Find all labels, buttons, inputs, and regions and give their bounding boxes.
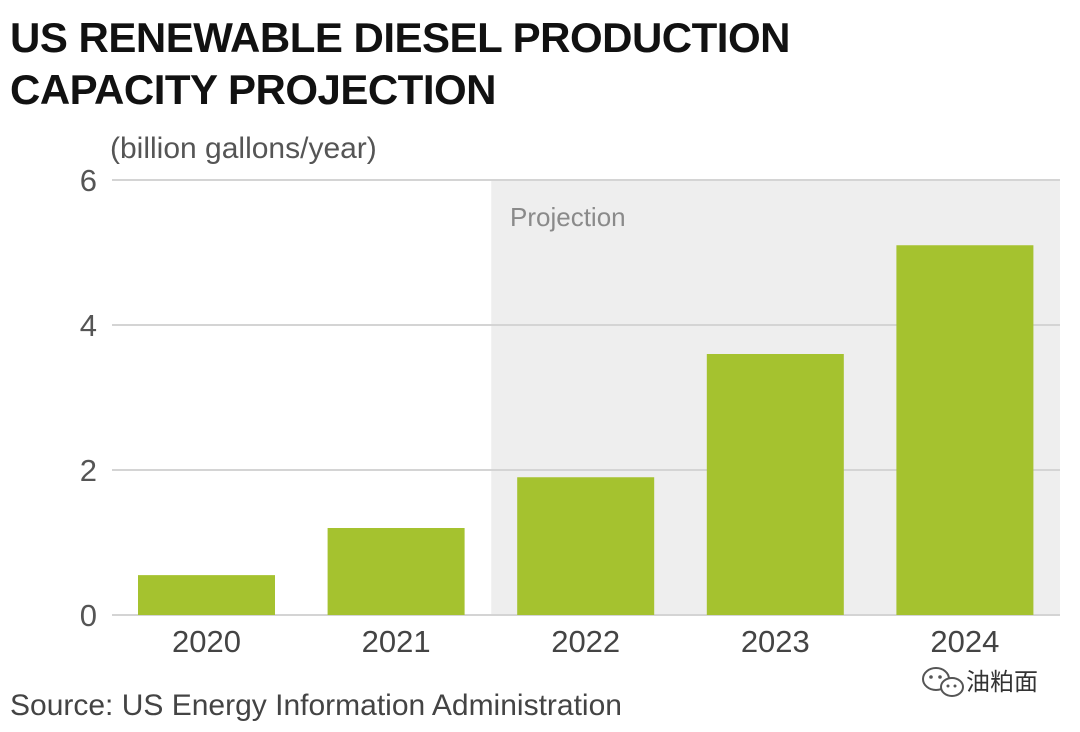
- x-category-label: 2023: [741, 624, 810, 659]
- source-note: Source: US Energy Information Administra…: [10, 689, 622, 722]
- y-tick-label: 0: [80, 598, 97, 633]
- chart-title-line-2: CAPACITY PROJECTION: [10, 66, 496, 113]
- y-tick-label: 4: [80, 308, 97, 343]
- watermark-text: 油粕面: [966, 669, 1038, 696]
- projection-label: Projection: [510, 202, 626, 232]
- x-category-label: 2020: [172, 624, 241, 659]
- x-category-label: 2022: [551, 624, 620, 659]
- wechat-icon: [922, 667, 964, 697]
- chart-title-line-1: US RENEWABLE DIESEL PRODUCTION: [10, 14, 790, 61]
- x-category-label: 2021: [362, 624, 431, 659]
- y-tick-label: 6: [80, 163, 97, 198]
- bar-2020: [138, 575, 275, 615]
- bar-2023: [706, 354, 844, 615]
- bar-2022: [517, 477, 655, 615]
- bar-2021: [327, 528, 465, 615]
- x-category-label: 2024: [930, 624, 999, 659]
- y-axis-unit-label: (billion gallons/year): [110, 132, 377, 165]
- y-tick-label: 2: [80, 453, 97, 488]
- bar-2024: [896, 245, 1034, 615]
